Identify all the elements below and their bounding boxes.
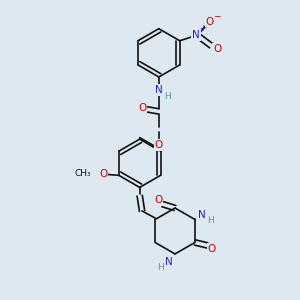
Text: CH₃: CH₃ — [74, 169, 91, 178]
Text: N: N — [155, 85, 163, 95]
Text: −: − — [213, 11, 220, 20]
Text: +: + — [199, 25, 206, 34]
Text: N: N — [198, 210, 206, 220]
Text: H: H — [157, 263, 164, 272]
Text: H: H — [207, 216, 214, 225]
Text: O: O — [138, 103, 146, 112]
Text: O: O — [208, 244, 216, 254]
Text: O: O — [99, 169, 108, 179]
Text: O: O — [155, 140, 163, 150]
Text: O: O — [154, 195, 162, 205]
Text: N: N — [192, 31, 200, 40]
Text: O: O — [206, 16, 214, 27]
Text: N: N — [165, 257, 172, 267]
Text: O: O — [213, 44, 221, 54]
Text: H: H — [164, 92, 170, 100]
